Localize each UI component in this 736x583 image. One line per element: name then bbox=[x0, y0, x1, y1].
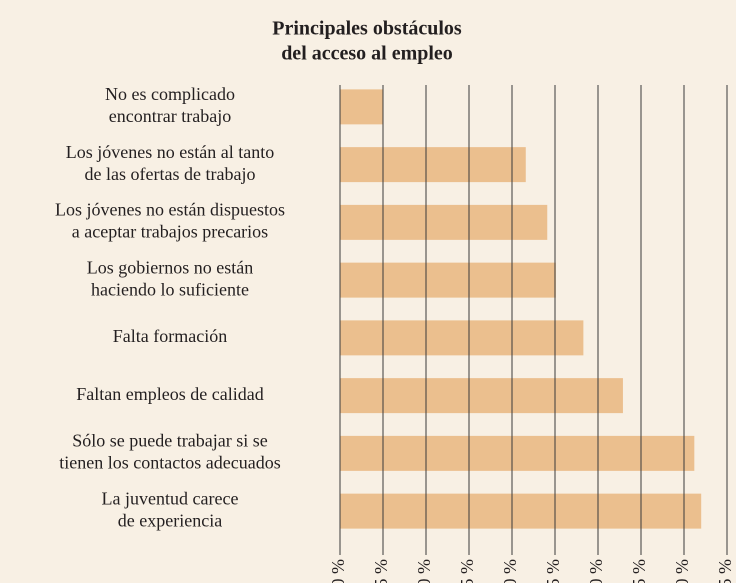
x-tick-label: 35 % bbox=[629, 559, 649, 583]
x-tick-label: 5 % bbox=[371, 559, 391, 583]
y-tick-label: encontrar trabajo bbox=[109, 106, 231, 126]
bar bbox=[340, 435, 695, 471]
x-tick-label: 25 % bbox=[543, 559, 563, 583]
y-tick-label: Los jóvenes no están al tanto bbox=[66, 142, 274, 162]
x-tick-label: 15 % bbox=[457, 559, 477, 583]
y-tick-label: Falta formación bbox=[113, 326, 227, 346]
y-tick-label: de experiencia bbox=[118, 510, 222, 530]
y-tick-label: Sólo se puede trabajar si se bbox=[72, 431, 267, 451]
x-tick-label: 10 % bbox=[414, 559, 434, 583]
bar bbox=[340, 378, 623, 414]
y-tick-label: de las ofertas de trabajo bbox=[85, 164, 256, 184]
bar bbox=[340, 147, 526, 183]
y-tick-label: La juventud carece bbox=[102, 488, 239, 508]
x-tick-label: 40 % bbox=[672, 559, 692, 583]
y-tick-label: No es complicado bbox=[105, 84, 235, 104]
x-tick-label: 30 % bbox=[586, 559, 606, 583]
y-tick-label: a aceptar trabajos precarios bbox=[72, 222, 268, 242]
y-tick-label: haciendo lo suficiente bbox=[91, 279, 249, 299]
bar bbox=[340, 204, 548, 240]
x-tick-label: 45 % bbox=[715, 559, 735, 583]
y-tick-label: Los gobiernos no están bbox=[87, 257, 253, 277]
x-tick-label: 20 % bbox=[500, 559, 520, 583]
bar bbox=[340, 262, 556, 298]
chart-title: del acceso al empleo bbox=[281, 43, 453, 65]
y-tick-label: Los jóvenes no están dispuestos bbox=[55, 200, 285, 220]
y-tick-label: Faltan empleos de calidad bbox=[76, 384, 263, 404]
bar bbox=[340, 89, 383, 125]
x-tick-label: 0 % bbox=[328, 559, 348, 583]
bar bbox=[340, 320, 584, 356]
y-tick-label: tienen los contactos adecuados bbox=[59, 453, 280, 473]
bar bbox=[340, 493, 702, 529]
chart-title: Principales obstáculos bbox=[272, 18, 462, 40]
